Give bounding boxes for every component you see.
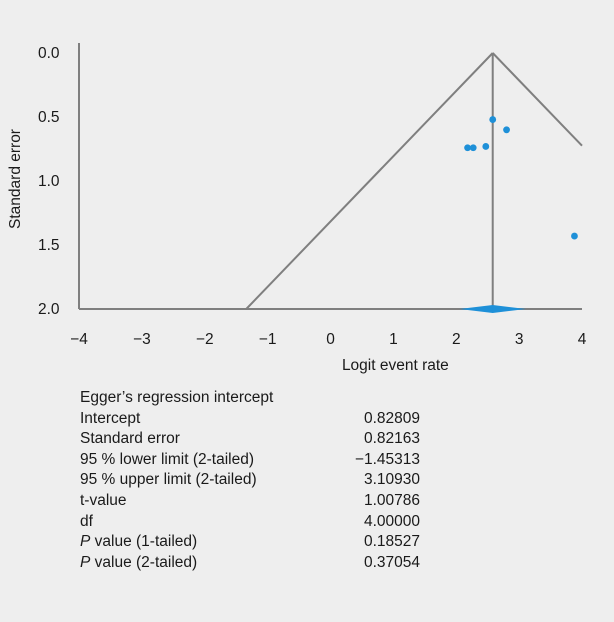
egger-value: 1.00786 xyxy=(363,491,420,509)
egger-row-t-value: t-value 1.00786 xyxy=(80,491,420,512)
x-tick-label: 0 xyxy=(326,331,335,348)
funnel-right-limit xyxy=(491,52,583,147)
y-tick-label: 1.5 xyxy=(38,237,60,254)
y-tick-label: 1.0 xyxy=(38,173,60,190)
egger-regression-table: Egger’s regression intercept Intercept 0… xyxy=(80,388,420,573)
y-axis-label: Standard error xyxy=(7,129,24,229)
egger-label: 95 % upper limit (2-tailed) xyxy=(80,471,257,489)
egger-row-standard-error: Standard error 0.82163 xyxy=(80,429,420,450)
egger-value: 0.82809 xyxy=(363,409,420,427)
y-tick-label: 0.5 xyxy=(38,109,60,126)
x-tick-label: −1 xyxy=(259,331,277,348)
x-axis-label: Logit event rate xyxy=(342,357,449,374)
egger-value: 4.00000 xyxy=(363,512,420,530)
egger-label: P value (1-tailed) xyxy=(80,532,315,553)
egger-label: df xyxy=(80,512,93,530)
x-tick-label: 1 xyxy=(389,331,398,348)
egger-label: t-value xyxy=(80,491,127,509)
egger-label-rest: value (2-tailed) xyxy=(90,553,198,571)
egger-label: Intercept xyxy=(80,409,141,427)
x-tick-label: 3 xyxy=(515,331,524,348)
data-point xyxy=(503,126,510,134)
data-point xyxy=(469,144,477,152)
egger-label-p: P xyxy=(80,533,91,551)
egger-table-title: Egger’s regression intercept xyxy=(80,389,274,406)
egger-value: 0.18527 xyxy=(363,533,420,551)
y-tick-label: 0.0 xyxy=(38,45,60,62)
y-tick-label: 2.0 xyxy=(38,301,60,318)
egger-value: 3.10930 xyxy=(363,471,420,489)
x-tick-label: −3 xyxy=(133,331,151,348)
data-point xyxy=(464,144,471,152)
data-point xyxy=(489,116,497,123)
x-tick-label: 4 xyxy=(578,331,587,348)
egger-value: 0.82163 xyxy=(363,430,420,448)
egger-row-lower-limit: 95 % lower limit (2-tailed) −1.45313 xyxy=(80,450,420,471)
egger-row-intercept: Intercept 0.82809 xyxy=(80,409,420,430)
x-tick-label: −4 xyxy=(70,331,88,348)
egger-row-df: df 4.00000 xyxy=(80,512,420,533)
egger-label: P value (2-tailed) xyxy=(80,553,315,574)
funnel-left-limit xyxy=(245,52,494,310)
egger-label-p: P xyxy=(80,553,91,571)
egger-label-rest: value (1-tailed) xyxy=(90,533,198,551)
pooled-estimate-diamond xyxy=(459,305,527,313)
egger-value: 0.37054 xyxy=(363,553,420,571)
egger-label: Standard error xyxy=(80,430,180,448)
egger-value: −1.45313 xyxy=(354,450,420,468)
egger-row-upper-limit: 95 % upper limit (2-tailed) 3.10930 xyxy=(80,470,420,491)
data-point xyxy=(571,232,578,240)
egger-row-p-1-tailed: P value (1-tailed) 0.18527 xyxy=(80,532,420,553)
x-tick-label: −2 xyxy=(196,331,214,348)
funnel-plot: 0.0 0.5 1.0 1.5 2.0 −4 −3 −2 −1 0 1 2 3 4 Logit event … xyxy=(7,43,587,374)
egger-label: 95 % lower limit (2-tailed) xyxy=(80,450,254,468)
data-point xyxy=(482,143,490,150)
egger-row-p-2-tailed: P value (2-tailed) 0.37054 xyxy=(80,553,420,574)
x-tick-label: 2 xyxy=(452,331,461,348)
